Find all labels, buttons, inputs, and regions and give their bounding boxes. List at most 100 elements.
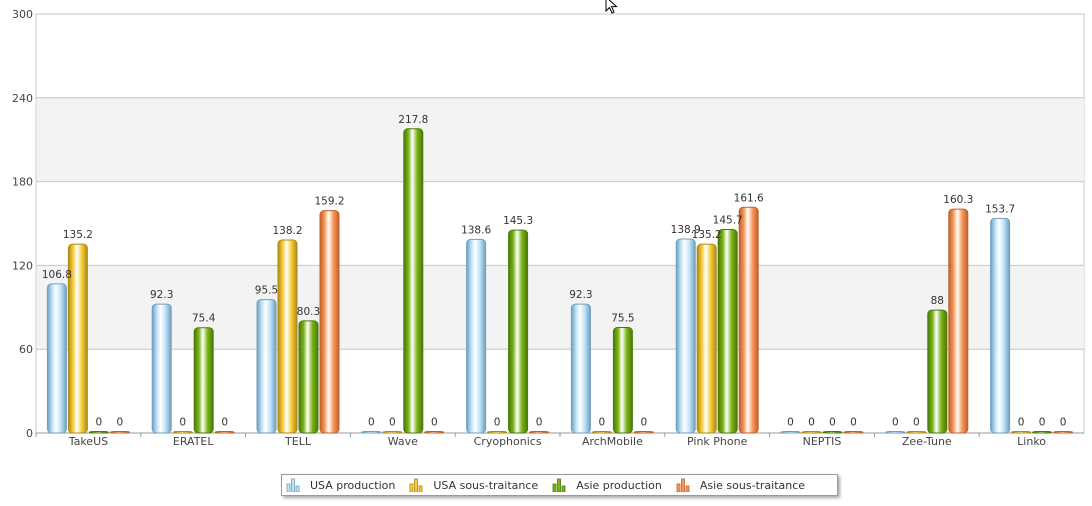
data-label: 95.5 (255, 285, 278, 297)
bar-usa-sous-traitance-tell[interactable] (277, 239, 298, 434)
data-label: 138.2 (272, 225, 302, 237)
data-label: 75.5 (611, 313, 634, 325)
data-label: 0 (850, 417, 857, 429)
y-tick-label: 180 (12, 176, 33, 189)
bar-asie-production-wave[interactable] (403, 128, 424, 434)
data-label: 75.4 (192, 313, 216, 325)
x-tick-label: NEPTIS (803, 435, 842, 448)
bar-chart-icon (409, 478, 423, 492)
data-label: 0 (787, 417, 794, 429)
grid-bands (35, 13, 1085, 434)
bar-usa-sous-traitance-zee-tune[interactable] (906, 431, 927, 434)
x-axis: TakeUS ERATEL TELL Wave Cryophonics ArchMobil… (35, 433, 1046, 448)
bar-asie-production-linko[interactable] (1032, 431, 1053, 434)
bar-usa-production-cryophonics[interactable] (466, 238, 487, 434)
bar-chart-icon (286, 478, 300, 492)
bar-asie-production-eratel[interactable] (193, 327, 214, 434)
bar-asie-production-archmobile[interactable] (612, 327, 633, 434)
x-tick-label: TELL (284, 435, 312, 448)
data-label: 160.3 (943, 194, 973, 206)
bar-asie-sous-traitance-takeus[interactable] (109, 431, 130, 434)
x-tick-label: ArchMobile (582, 435, 643, 448)
bar-chart-icon (552, 478, 566, 492)
data-label: 0 (892, 417, 899, 429)
data-label: 0 (641, 417, 648, 429)
x-tick-label: TakeUS (68, 435, 108, 448)
y-axis: 0 60 120 180 240 300 (12, 8, 33, 440)
data-label: 0 (389, 417, 396, 429)
data-label: 145.7 (713, 215, 743, 227)
bar-asie-production-zee-tune[interactable] (927, 309, 948, 434)
bar-asie-sous-traitance-neptis[interactable] (843, 431, 864, 434)
bar-asie-sous-traitance-tell[interactable] (319, 210, 340, 434)
data-label: 0 (1018, 417, 1025, 429)
legend-item-usa-production[interactable]: USA production (286, 478, 395, 492)
bar-asie-production-pink-phone[interactable] (717, 229, 738, 434)
bar-usa-production-neptis[interactable] (780, 431, 801, 434)
data-label: 217.8 (398, 114, 428, 126)
bar-asie-sous-traitance-archmobile[interactable] (633, 431, 654, 434)
legend-item-usa-sous-traitance[interactable]: USA sous-traitance (409, 478, 538, 492)
bar-asie-sous-traitance-linko[interactable] (1053, 431, 1074, 434)
data-label: 0 (913, 417, 920, 429)
legend-item-asie-sous-traitance[interactable]: Asie sous-traitance (676, 478, 805, 492)
bar-usa-sous-traitance-cryophonics[interactable] (487, 431, 508, 434)
bar-asie-production-neptis[interactable] (822, 431, 843, 434)
data-label: 159.2 (314, 196, 344, 208)
bar-usa-production-eratel[interactable] (151, 303, 172, 434)
bar-usa-production-zee-tune[interactable] (885, 431, 906, 434)
bar-usa-production-linko[interactable] (990, 217, 1011, 434)
bar-usa-sous-traitance-linko[interactable] (1011, 431, 1032, 434)
y-tick-label: 120 (12, 259, 33, 272)
data-label: 0 (1039, 417, 1046, 429)
data-label: 0 (808, 417, 815, 429)
x-tick-label: Pink Phone (687, 435, 748, 448)
bar-usa-production-tell[interactable] (256, 299, 277, 434)
bar-usa-sous-traitance-archmobile[interactable] (591, 431, 612, 434)
legend-label: Asie sous-traitance (699, 478, 806, 492)
y-tick-label: 300 (12, 8, 33, 21)
data-label: 161.6 (734, 192, 764, 204)
data-labels: 106.8 135.2 0 0 92.3 0 75.4 0 95.5 138.2 80.3 159.2… (42, 114, 1067, 429)
data-label: 0 (599, 417, 606, 429)
data-label: 80.3 (297, 306, 320, 318)
legend-label: USA sous-traitance (433, 478, 539, 492)
x-tick-label: Cryophonics (474, 435, 542, 448)
bar-usa-sous-traitance-eratel[interactable] (172, 431, 193, 434)
data-label: 0 (221, 417, 228, 429)
bar-usa-production-archmobile[interactable] (570, 303, 591, 434)
bar-usa-production-pink-phone[interactable] (675, 238, 696, 434)
bar-usa-sous-traitance-neptis[interactable] (801, 431, 822, 434)
data-label: 0 (431, 417, 438, 429)
y-tick-label: 60 (19, 343, 33, 356)
y-tick-label: 0 (26, 427, 33, 440)
bar-asie-production-cryophonics[interactable] (508, 229, 529, 434)
bar-asie-sous-traitance-wave[interactable] (424, 431, 445, 434)
bar-usa-sous-traitance-pink-phone[interactable] (696, 243, 717, 434)
bar-chart-icon (676, 478, 690, 492)
data-label: 0 (96, 417, 103, 429)
bar-asie-sous-traitance-pink-phone[interactable] (738, 206, 759, 434)
bar-usa-sous-traitance-takeus[interactable] (67, 243, 88, 434)
data-label: 88 (931, 295, 944, 307)
mouse-cursor-icon (605, 0, 618, 14)
bars (46, 128, 1074, 434)
data-label: 92.3 (569, 289, 592, 301)
data-label: 135.2 (63, 229, 93, 241)
bar-usa-production-wave[interactable] (361, 431, 382, 434)
data-label: 106.8 (42, 269, 72, 281)
legend: USA production USA sous-traitance Asie p… (281, 474, 838, 496)
x-tick-label: Zee-Tune (902, 435, 952, 448)
bar-asie-production-takeus[interactable] (88, 431, 109, 434)
x-tick-label: Linko (1017, 435, 1046, 448)
bar-asie-sous-traitance-eratel[interactable] (214, 431, 235, 434)
bar-asie-production-tell[interactable] (298, 320, 319, 434)
data-label: 135.2 (692, 229, 722, 241)
x-tick-label: ERATEL (173, 435, 214, 448)
legend-item-asie-production[interactable]: Asie production (552, 478, 662, 492)
plot-area (35, 13, 1085, 434)
bar-asie-sous-traitance-cryophonics[interactable] (529, 431, 550, 434)
bar-usa-sous-traitance-wave[interactable] (382, 431, 403, 434)
bar-usa-production-takeus[interactable] (46, 283, 67, 434)
bar-asie-sous-traitance-zee-tune[interactable] (948, 208, 969, 434)
